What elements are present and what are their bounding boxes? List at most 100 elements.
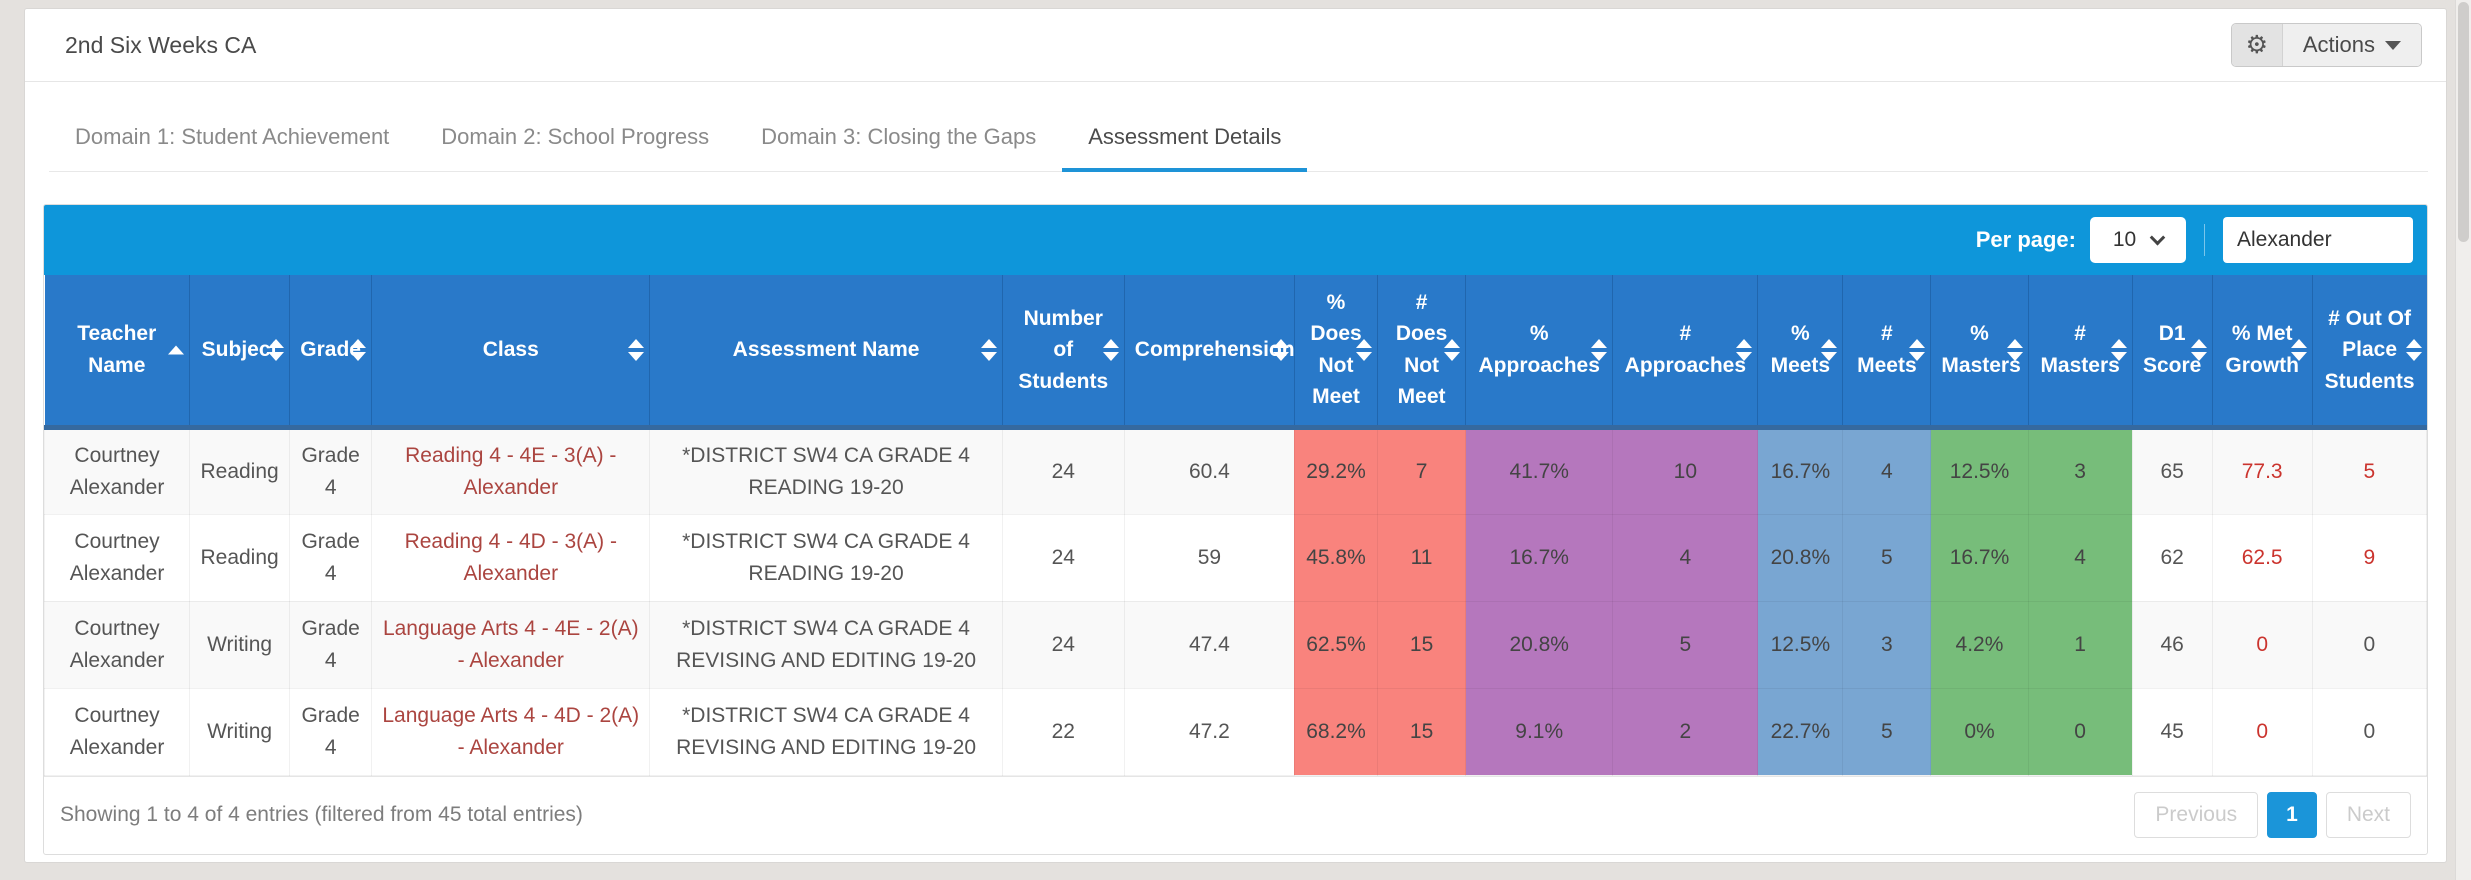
entries-summary: Showing 1 to 4 of 4 entries (filtered fr… <box>60 803 583 827</box>
cell-assessment: *DISTRICT SW4 CA GRADE 4 READING 19-20 <box>650 427 1002 514</box>
cell-pct_app: 20.8% <box>1466 601 1613 688</box>
cell-pct_dnm: 29.2% <box>1294 427 1377 514</box>
report-card: 2nd Six Weeks CA ⚙ Actions Domain 1: Stu… <box>24 8 2447 863</box>
tab-bar: Domain 1: Student AchievementDomain 2: S… <box>49 108 2428 172</box>
gear-icon: ⚙ <box>2246 30 2268 60</box>
cell-pct_app: 16.7% <box>1466 514 1613 601</box>
cell-out_of_place: 0 <box>2312 601 2426 688</box>
vertical-scrollbar[interactable] <box>2455 0 2471 880</box>
cell-d1_score: 65 <box>2132 427 2212 514</box>
table-row: Courtney AlexanderWritingGrade 4Language… <box>45 688 2427 775</box>
search-input[interactable] <box>2223 217 2413 263</box>
column-header-num_masters[interactable]: # Masters <box>2028 275 2132 427</box>
column-label: # Masters <box>2040 322 2119 377</box>
cell-pct_app: 41.7% <box>1466 427 1613 514</box>
cell-subject: Reading <box>190 427 290 514</box>
cell-pct_masters: 16.7% <box>1931 514 2028 601</box>
cell-assessment: *DISTRICT SW4 CA GRADE 4 READING 19-20 <box>650 514 1002 601</box>
scrollbar-thumb[interactable] <box>2458 2 2469 242</box>
cell-num_masters: 0 <box>2028 688 2132 775</box>
cell-teacher: Courtney Alexander <box>45 688 190 775</box>
column-header-teacher[interactable]: Teacher Name <box>45 275 190 427</box>
cell-num_dnm: 11 <box>1378 514 1466 601</box>
cell-pct_meets: 20.8% <box>1758 514 1843 601</box>
class-link[interactable]: Language Arts 4 - 4E - 2(A) - Alexander <box>383 617 639 672</box>
alert-value: 77.3 <box>2242 460 2283 483</box>
sort-both-icon <box>1356 339 1372 361</box>
per-page-label: Per page: <box>1976 227 2076 253</box>
column-header-pct_app[interactable]: % Approaches <box>1466 275 1613 427</box>
column-label: Number of Students <box>1018 307 1108 393</box>
previous-page-button[interactable]: Previous <box>2134 792 2258 838</box>
sort-both-icon <box>1444 339 1460 361</box>
cell-num_app: 10 <box>1613 427 1758 514</box>
content-area: Per page: 10 Teacher NameSubjectGradeCla… <box>25 172 2446 855</box>
column-header-class[interactable]: Class <box>372 275 650 427</box>
cell-pct_masters: 12.5% <box>1931 427 2028 514</box>
cell-pct_dnm: 68.2% <box>1294 688 1377 775</box>
column-header-grade[interactable]: Grade <box>290 275 372 427</box>
cell-grade: Grade 4 <box>290 514 372 601</box>
column-header-met_growth[interactable]: % Met Growth <box>2212 275 2312 427</box>
class-link[interactable]: Language Arts 4 - 4D - 2(A) - Alexander <box>382 704 639 759</box>
column-header-num_app[interactable]: # Approaches <box>1613 275 1758 427</box>
next-page-button[interactable]: Next <box>2326 792 2411 838</box>
column-header-pct_meets[interactable]: % Meets <box>1758 275 1843 427</box>
sort-both-icon <box>628 339 644 361</box>
column-header-comprehension[interactable]: Comprehension <box>1124 275 1294 427</box>
tab-domain-2-school-progress[interactable]: Domain 2: School Progress <box>415 108 735 172</box>
column-header-pct_masters[interactable]: % Masters <box>1931 275 2028 427</box>
column-header-d1_score[interactable]: D1 Score <box>2132 275 2212 427</box>
class-link[interactable]: Reading 4 - 4D - 3(A) - Alexander <box>405 530 617 585</box>
cell-pct_dnm: 45.8% <box>1294 514 1377 601</box>
sort-both-icon <box>1821 339 1837 361</box>
cell-num_students: 22 <box>1002 688 1124 775</box>
column-header-num_students[interactable]: Number of Students <box>1002 275 1124 427</box>
column-label: % Does Not Meet <box>1310 291 1361 409</box>
column-header-num_meets[interactable]: # Meets <box>1843 275 1931 427</box>
cell-met_growth: 0 <box>2212 601 2312 688</box>
column-label: Teacher Name <box>77 322 156 377</box>
cell-d1_score: 46 <box>2132 601 2212 688</box>
cell-num_students: 24 <box>1002 601 1124 688</box>
assessment-details-table: Teacher Name SubjectGradeClassAssessment … <box>44 275 2427 776</box>
column-header-out_of_place[interactable]: # Out Of Place Students <box>2312 275 2426 427</box>
cell-num_students: 24 <box>1002 514 1124 601</box>
column-header-pct_dnm[interactable]: % Does Not Meet <box>1294 275 1377 427</box>
class-link[interactable]: Reading 4 - 4E - 3(A) - Alexander <box>405 444 616 499</box>
table-row: Courtney AlexanderReadingGrade 4Reading … <box>45 514 2427 601</box>
tab-domain-3-closing-the-gaps[interactable]: Domain 3: Closing the Gaps <box>735 108 1062 172</box>
page: 2nd Six Weeks CA ⚙ Actions Domain 1: Stu… <box>0 0 2471 863</box>
caret-down-icon <box>2385 41 2401 50</box>
cell-comprehension: 47.2 <box>1124 688 1294 775</box>
per-page-select[interactable]: 10 <box>2090 217 2186 263</box>
cell-num_meets: 5 <box>1843 514 1931 601</box>
card-header: 2nd Six Weeks CA ⚙ Actions <box>25 9 2446 82</box>
page-1-button[interactable]: 1 <box>2267 792 2317 838</box>
settings-button[interactable]: ⚙ <box>2232 24 2282 66</box>
column-header-assessment[interactable]: Assessment Name <box>650 275 1002 427</box>
cell-d1_score: 62 <box>2132 514 2212 601</box>
table-row: Courtney AlexanderReadingGrade 4Reading … <box>45 427 2427 514</box>
sort-both-icon <box>2291 339 2307 361</box>
cell-pct_dnm: 62.5% <box>1294 601 1377 688</box>
sort-both-icon <box>2007 339 2023 361</box>
cell-assessment: *DISTRICT SW4 CA GRADE 4 REVISING AND ED… <box>650 601 1002 688</box>
cell-met_growth: 62.5 <box>2212 514 2312 601</box>
cell-teacher: Courtney Alexander <box>45 427 190 514</box>
chevron-down-icon <box>2150 229 2166 245</box>
cell-num_app: 4 <box>1613 514 1758 601</box>
column-label: # Out Of Place Students <box>2325 307 2415 393</box>
column-header-subject[interactable]: Subject <box>190 275 290 427</box>
actions-dropdown-button[interactable]: Actions <box>2282 24 2421 66</box>
column-header-num_dnm[interactable]: # Does Not Meet <box>1378 275 1466 427</box>
cell-grade: Grade 4 <box>290 601 372 688</box>
tab-assessment-details[interactable]: Assessment Details <box>1062 108 1307 172</box>
sort-both-icon <box>1591 339 1607 361</box>
cell-pct_masters: 0% <box>1931 688 2028 775</box>
cell-met_growth: 77.3 <box>2212 427 2312 514</box>
actions-button-group: ⚙ Actions <box>2231 23 2422 67</box>
tab-domain-1-student-achievement[interactable]: Domain 1: Student Achievement <box>49 108 415 172</box>
cell-out_of_place: 5 <box>2312 427 2426 514</box>
cell-assessment: *DISTRICT SW4 CA GRADE 4 REVISING AND ED… <box>650 688 1002 775</box>
